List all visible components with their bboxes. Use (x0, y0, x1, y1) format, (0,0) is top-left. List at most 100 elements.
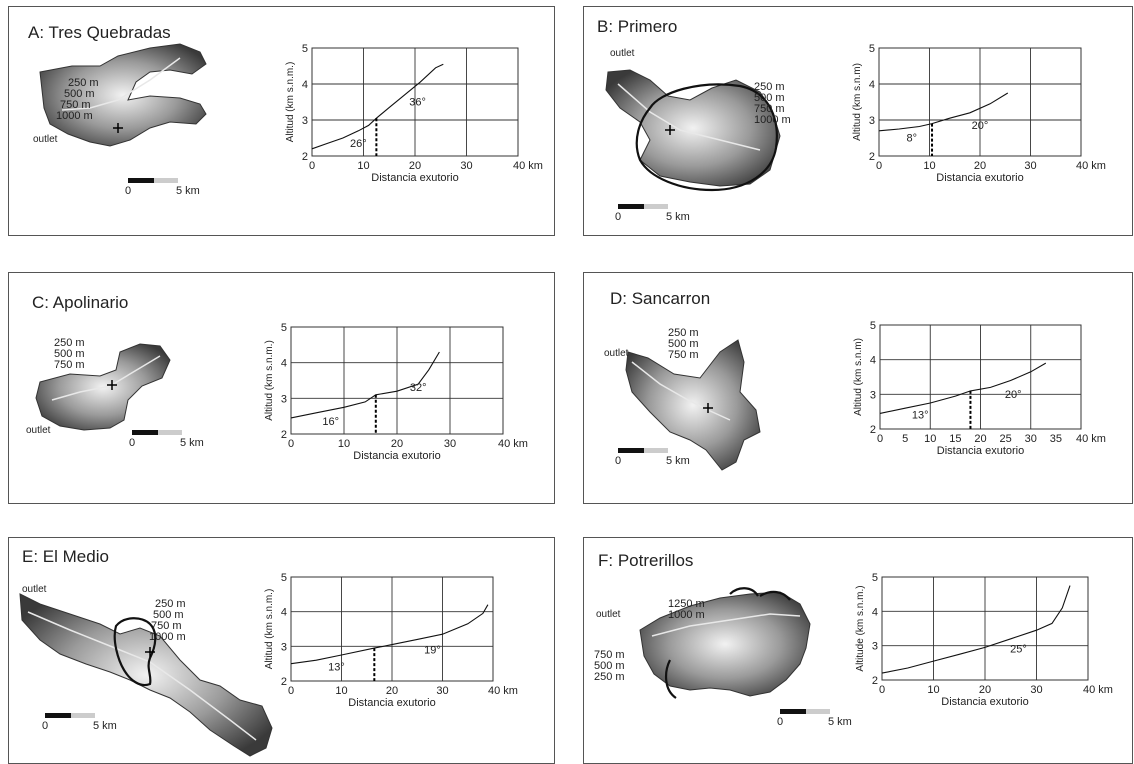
scale-length-label: 5 km (180, 437, 204, 449)
contour-label: 250 m (754, 81, 785, 93)
y-axis-label: Altitud (km s.n.m.) (264, 340, 275, 421)
x-tick-label: 40 km (1076, 433, 1106, 445)
slope-label: 26° (350, 138, 367, 150)
contour-label: 1000 m (56, 110, 93, 122)
y-tick-label: 2 (281, 676, 287, 688)
contour-label: 500 m (754, 92, 785, 104)
x-axis-label: Distancia exutorio (371, 172, 458, 184)
y-tick-label: 5 (872, 572, 878, 584)
outlet-cross-icon (107, 380, 117, 390)
profile-chart-e: 0 10 20 30 40 km 2 3 4 5 Distancia exutorio Altitu… (264, 572, 518, 709)
scale-zero-label: 0 (615, 211, 621, 223)
contour-label: 500 m (668, 338, 699, 350)
x-tick-label: 35 (1050, 433, 1062, 445)
y-axis-label: Altitud (km s.n.m.) (285, 62, 296, 143)
x-tick-label: 0 (879, 684, 885, 696)
panel-title-f: F: Potrerillos (598, 551, 693, 570)
scale-length-label: 5 km (176, 185, 200, 197)
contour-label: 250 m (54, 337, 85, 349)
contour-label: 750 m (151, 620, 182, 632)
x-tick-label: 20 (409, 160, 421, 172)
x-axis-label: Distancia exutorio (936, 172, 1023, 184)
x-tick-label: 0 (288, 685, 294, 697)
y-tick-label: 5 (870, 320, 876, 332)
outlet-cross-icon (145, 647, 155, 657)
x-tick-label: 30 (1025, 433, 1037, 445)
profile-chart-d: 0 5 10 15 20 25 30 35 40 km 2 3 4 5 Distancia exutori… (853, 320, 1106, 457)
x-axis-label: Distancia exutorio (353, 450, 440, 462)
y-tick-label: 5 (869, 43, 875, 55)
x-tick-label: 10 (338, 438, 350, 450)
y-tick-label: 3 (872, 641, 878, 653)
x-tick-label: 20 (974, 433, 986, 445)
contour-label: 750 m (668, 349, 699, 361)
contour-label: 1000 m (754, 114, 791, 126)
glacier-boundary (664, 587, 791, 699)
scale-zero-label: 0 (129, 437, 135, 449)
x-tick-label: 5 (902, 433, 908, 445)
scale-length-label: 5 km (666, 211, 690, 223)
contour-label: 500 m (54, 348, 85, 360)
contour-label: 1250 m (668, 598, 705, 610)
profile-chart-a: 0 10 20 30 40 km 2 3 4 5 Distancia exutorio Altitu… (285, 43, 543, 184)
slope-label: 32° (410, 382, 427, 394)
river-line (617, 83, 761, 151)
x-axis-label: Distancia exutorio (937, 445, 1024, 457)
x-tick-label: 30 (460, 160, 472, 172)
outlet-label: outlet (610, 48, 635, 59)
y-tick-label: 2 (869, 151, 875, 163)
panel-title-d: D: Sancarron (610, 289, 710, 308)
scale-black (45, 713, 71, 718)
catchment-relief (19, 593, 273, 757)
x-tick-label: 20 (974, 160, 986, 172)
contour-label: 1000 m (149, 631, 186, 643)
slope-label: 19° (424, 644, 441, 656)
outlet-label: outlet (22, 584, 47, 595)
x-tick-label: 40 km (513, 160, 543, 172)
contour-label: 250 m (668, 327, 699, 339)
y-tick-label: 4 (281, 358, 287, 370)
y-tick-label: 2 (870, 424, 876, 436)
outlet-label: outlet (26, 425, 51, 436)
scale-black (780, 709, 806, 714)
contour-label: 250 m (594, 671, 625, 683)
slope-label: 20° (972, 120, 989, 132)
scale-zero-label: 0 (125, 185, 131, 197)
scale-bar-a: 0 5 km (125, 178, 200, 197)
profile-line (881, 585, 1071, 674)
y-tick-label: 2 (302, 151, 308, 163)
x-tick-label: 40 km (488, 685, 518, 697)
contour-label: 500 m (594, 660, 625, 672)
slope-label: 25° (1010, 644, 1027, 656)
x-tick-label: 10 (335, 685, 347, 697)
x-axis-label: Distancia exutorio (348, 697, 435, 709)
scale-bar-c: 0 5 km (129, 430, 204, 449)
x-tick-label: 30 (1030, 684, 1042, 696)
contour-label: 750 m (594, 649, 625, 661)
scale-black (128, 178, 154, 183)
x-tick-label: 15 (949, 433, 961, 445)
y-tick-label: 4 (872, 606, 878, 618)
y-tick-label: 3 (870, 389, 876, 401)
outlet-cross-icon (113, 123, 123, 133)
scale-zero-label: 0 (777, 716, 783, 728)
y-tick-label: 3 (302, 115, 308, 127)
contour-label: 750 m (754, 103, 785, 115)
y-tick-label: 3 (281, 641, 287, 653)
y-tick-label: 4 (302, 79, 308, 91)
scale-bar-f: 0 5 km (777, 709, 852, 728)
y-axis-label: Altitud (km s.n.m) (852, 63, 863, 141)
y-tick-label: 2 (281, 429, 287, 441)
scale-black (618, 448, 644, 453)
slope-label: 13° (328, 662, 345, 674)
catchment-relief (639, 591, 811, 697)
contour-label: 500 m (153, 609, 184, 621)
contour-label: 750 m (54, 359, 85, 371)
profile-chart-b: 0 10 20 30 40 km 2 3 4 5 Distancia exutorio Altitu… (852, 43, 1106, 184)
river-line (51, 355, 161, 401)
slope-label: 16° (322, 416, 339, 428)
profile-line (290, 604, 489, 665)
y-tick-label: 2 (872, 675, 878, 687)
